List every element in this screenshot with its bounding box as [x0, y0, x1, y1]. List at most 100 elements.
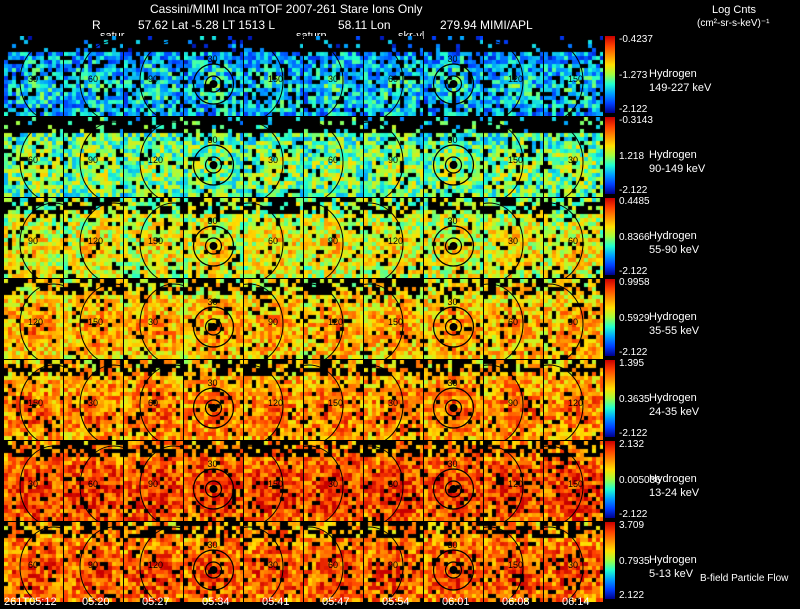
- colorbar-gradient: [605, 117, 615, 194]
- image-panel: 60: [304, 522, 363, 602]
- band-row: 30 60 90 30 150 30 60 30 120 150: [4, 441, 604, 521]
- colorbar: [605, 198, 615, 275]
- colorbar-mid: 0.7935: [619, 556, 650, 567]
- image-panel: 120: [484, 36, 543, 116]
- image-panel: 30: [184, 360, 243, 440]
- image-panel: 150: [244, 36, 303, 116]
- image-panel: 90: [544, 279, 603, 359]
- lon-readout: 58.11 Lon: [338, 18, 391, 32]
- time-tick: 05:54: [382, 596, 410, 608]
- image-panel: 30: [424, 522, 483, 602]
- image-panel: 60: [124, 360, 183, 440]
- plot-title: Cassini/MIMI Inca mTOF 2007-261 Stare Io…: [150, 2, 423, 16]
- image-panel: 90: [484, 360, 543, 440]
- time-tick: 06:14: [562, 596, 590, 608]
- image-panel: 90: [4, 198, 63, 278]
- image-panel: 30: [124, 279, 183, 359]
- image-panel: 60: [304, 117, 363, 197]
- colorbar: [605, 441, 615, 518]
- lon-value-readout: 279.94 MIMI/APL: [440, 18, 533, 32]
- image-panel: 90: [304, 198, 363, 278]
- image-grid: 30 60 90 30 150 30 60 30 120 150 60 90 120 30 30 60 90 30…: [4, 36, 604, 603]
- image-panel: 60: [484, 279, 543, 359]
- band-species: Hydrogen: [649, 230, 697, 242]
- band-row: 120 150 30 30 90 120 150 30 60 90: [4, 279, 604, 359]
- image-panel: 30: [244, 117, 303, 197]
- colorbar-max: 0.4485: [619, 196, 650, 207]
- band-row: 60 90 120 30 30 60 90 30 150 30: [4, 117, 604, 197]
- colorbar-mid: 0.005036: [619, 475, 661, 486]
- image-panel: 90: [64, 522, 123, 602]
- colorbar-max: -0.3143: [619, 115, 653, 126]
- image-panel: 150: [4, 360, 63, 440]
- colorbar-gradient: [605, 279, 615, 356]
- image-panel: 150: [124, 198, 183, 278]
- colorbar-gradient: [605, 198, 615, 275]
- time-tick: 05:41: [262, 596, 290, 608]
- image-panel: 60: [364, 36, 423, 116]
- colorbar-max: -0.4237: [619, 34, 653, 45]
- image-panel: 90: [124, 36, 183, 116]
- image-panel: 30: [424, 198, 483, 278]
- colorbar-mid: 0.5929: [619, 313, 650, 324]
- image-panel: 30: [184, 441, 243, 521]
- colorbar-max: 2.132: [619, 439, 645, 450]
- band-row: 150 30 60 30 120 150 30 30 90 120: [4, 360, 604, 440]
- image-panel: 30: [184, 522, 243, 602]
- image-panel: 30: [424, 117, 483, 197]
- image-panel: 60: [4, 522, 63, 602]
- image-panel: 30: [424, 360, 483, 440]
- image-panel: 30: [304, 36, 363, 116]
- image-panel: 30: [484, 198, 543, 278]
- image-panel: 120: [124, 522, 183, 602]
- time-tick: 05:27: [142, 596, 170, 608]
- colorbar-min: -2.122: [619, 104, 648, 115]
- time-tick: 05:34: [202, 596, 230, 608]
- colorbar-gradient: [605, 522, 615, 599]
- image-panel: 30: [184, 279, 243, 359]
- time-tick: 261T05:12: [4, 596, 57, 608]
- colorbar-max: 1.395: [619, 358, 645, 369]
- colorbar-mid: 0.3635: [619, 394, 650, 405]
- r-label: R: [92, 18, 101, 32]
- image-panel: 120: [4, 279, 63, 359]
- colorbar: [605, 117, 615, 194]
- image-panel: 150: [484, 117, 543, 197]
- image-panel: 60: [4, 117, 63, 197]
- units-label: (cm²-sr-s-keV)⁻¹: [697, 18, 770, 29]
- colorbar-gradient: [605, 36, 615, 113]
- image-panel: 60: [64, 36, 123, 116]
- colorbar-gradient: [605, 360, 615, 437]
- colorbar-min: 2.122: [619, 590, 645, 601]
- image-panel: 120: [484, 441, 543, 521]
- image-panel: 30: [424, 441, 483, 521]
- band-energy-range: 90-149 keV: [649, 163, 706, 175]
- image-panel: 60: [364, 441, 423, 521]
- image-panel: 30: [64, 360, 123, 440]
- position-readout: 57.62 Lat -5.28 LT 1513 L: [138, 18, 275, 32]
- band-species: Hydrogen: [649, 68, 697, 80]
- image-panel: 120: [64, 198, 123, 278]
- image-panel: 90: [364, 117, 423, 197]
- image-panel: 30: [424, 279, 483, 359]
- band-row: 90 120 150 30 60 90 120 30 30 60: [4, 198, 604, 278]
- time-tick: 06:01: [442, 596, 470, 608]
- image-panel: 90: [364, 522, 423, 602]
- colorbar-mid: 1.218: [619, 151, 645, 162]
- image-panel: 90: [124, 441, 183, 521]
- band-energy-range: 24-35 keV: [649, 406, 700, 418]
- image-panel: 30: [424, 36, 483, 116]
- image-panel: 120: [244, 360, 303, 440]
- colorbar-min: -2.122: [619, 185, 648, 196]
- colorbar-max: 0.9958: [619, 277, 650, 288]
- band-species: Hydrogen: [649, 311, 697, 323]
- bfield-note: B-field Particle Flow: [700, 573, 789, 584]
- image-panel: 150: [544, 441, 603, 521]
- colorbar: [605, 522, 615, 599]
- band-energy-range: 5-13 keV: [649, 568, 694, 580]
- colorbar-mid: 0.8366: [619, 232, 650, 243]
- colorbar-min: -2.122: [619, 509, 648, 520]
- image-panel: 30: [244, 522, 303, 602]
- band-energy-range: 149-227 keV: [649, 82, 712, 94]
- colorbar-min: -2.122: [619, 266, 648, 277]
